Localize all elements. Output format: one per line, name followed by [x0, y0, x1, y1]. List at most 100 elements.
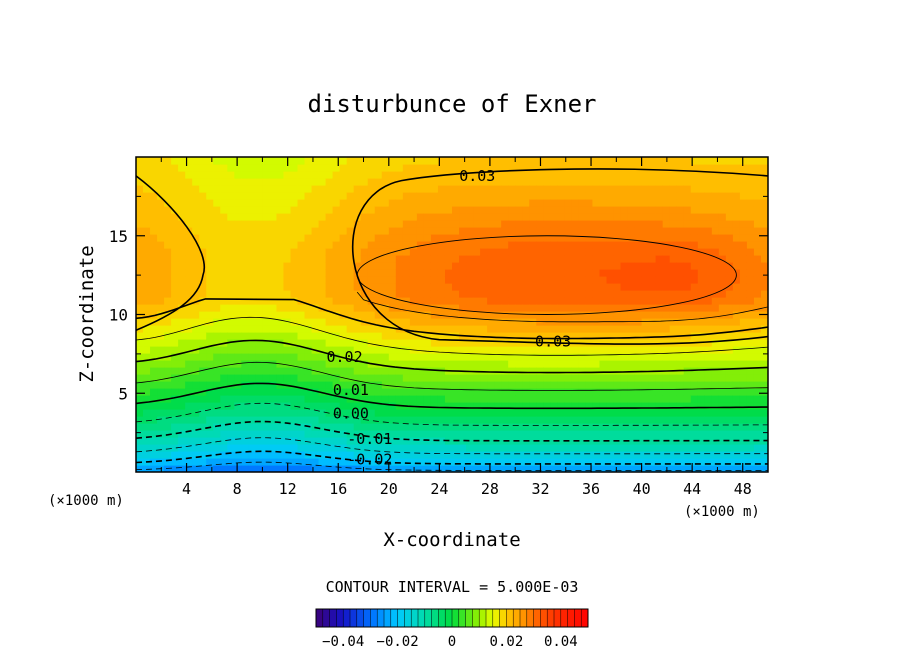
contour-cell: [318, 185, 327, 193]
contour-cell: [374, 318, 383, 326]
contour-cell: [199, 304, 207, 312]
contour-cell: [164, 178, 172, 186]
contour-cell: [634, 325, 643, 333]
x-axis-label: X-coordinate: [383, 529, 520, 551]
contour-cell: [760, 283, 768, 291]
contour-cell: [641, 262, 650, 270]
contour-cell: [494, 297, 502, 305]
contour-cell: [669, 297, 678, 305]
contour-cell: [220, 353, 228, 361]
contour-cell: [697, 332, 706, 340]
contour-cell: [143, 437, 151, 445]
contour-cell: [430, 297, 439, 305]
contour-cell: [732, 409, 741, 417]
contour-cell: [444, 269, 453, 277]
contour-cell: [346, 430, 355, 438]
contour-cell: [599, 451, 608, 459]
contour-cell: [143, 325, 151, 333]
contour-cell: [171, 283, 179, 291]
contour-cell: [718, 381, 727, 389]
contour-cell: [494, 290, 502, 298]
contour-cell: [388, 444, 397, 452]
contour-cell: [255, 297, 263, 305]
contour-cell: [241, 360, 249, 368]
contour-cell: [676, 157, 685, 165]
contour-cell: [360, 423, 369, 431]
contour-cell: [192, 157, 200, 165]
y-axis-label: Z-coordinate: [76, 245, 98, 382]
contour-cell: [325, 430, 334, 438]
contour-cell: [346, 269, 355, 277]
colorbar-swatch: [520, 609, 528, 627]
contour-cell: [515, 381, 523, 389]
contour-cell: [662, 332, 671, 340]
contour-cell: [536, 199, 544, 207]
contour-cell: [599, 374, 608, 382]
contour-cell: [409, 388, 418, 396]
contour-cell: [255, 332, 263, 340]
contour-cell: [753, 353, 762, 361]
contour-cell: [395, 311, 404, 319]
contour-cell: [508, 192, 516, 200]
contour-cell: [746, 234, 755, 242]
contour-cell: [262, 185, 271, 193]
contour-cell: [704, 255, 713, 263]
contour-cell: [564, 185, 572, 193]
contour-cell: [437, 241, 446, 249]
contour-cell: [402, 360, 411, 368]
contour-cell: [606, 395, 615, 403]
contour-cell: [487, 276, 495, 284]
colorbar-swatch: [329, 609, 337, 627]
contour-cell: [641, 220, 650, 228]
contour-cell: [732, 227, 741, 235]
contour-cell: [634, 185, 643, 193]
contour-cell: [508, 430, 516, 438]
contour-cell: [143, 346, 151, 354]
contour-cell: [423, 311, 432, 319]
contour-cell: [662, 220, 671, 228]
contour-cell: [634, 381, 643, 389]
contour-cell: [157, 444, 165, 452]
contour-cell: [543, 241, 551, 249]
contour-cell: [711, 199, 720, 207]
contour-line: [136, 339, 768, 374]
contour-cell: [760, 430, 768, 438]
contour-cell: [732, 276, 741, 284]
contour-cell: [283, 192, 292, 200]
contour-cell: [550, 367, 558, 375]
contour-cell: [704, 185, 713, 193]
contour-cell: [367, 234, 376, 242]
contour-cell: [423, 346, 432, 354]
contour-cell: [480, 164, 488, 172]
contour-cell: [423, 248, 432, 256]
contour-cell: [199, 409, 207, 417]
contour-cell: [585, 157, 594, 165]
contour-cell: [164, 157, 172, 165]
contour-cell: [269, 395, 278, 403]
contour-cell: [466, 444, 474, 452]
contour-cell: [192, 213, 200, 221]
contour-cell: [571, 416, 579, 424]
contour-cell: [529, 297, 537, 305]
contour-cell: [571, 360, 579, 368]
contour-cell: [718, 241, 727, 249]
contour-cell: [613, 360, 622, 368]
contour-cell: [353, 248, 362, 256]
contour-cell: [318, 339, 327, 347]
contour-cell: [669, 381, 678, 389]
contour-cell: [325, 234, 334, 242]
contour-cell: [423, 339, 432, 347]
contour-cell: [683, 388, 692, 396]
contour-cell: [269, 164, 278, 172]
contour-cell: [732, 185, 741, 193]
contour-cell: [402, 423, 411, 431]
contour-cell: [185, 241, 193, 249]
contour-cell: [508, 458, 516, 466]
contour-cell: [332, 346, 341, 354]
contour-cell: [746, 297, 755, 305]
contour-cell: [150, 199, 158, 207]
contour-cell: [444, 157, 453, 165]
contour-cell: [473, 325, 481, 333]
contour-cell: [683, 409, 692, 417]
contour-cell: [178, 192, 186, 200]
